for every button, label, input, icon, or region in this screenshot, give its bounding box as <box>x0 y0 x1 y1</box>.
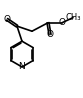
Text: O: O <box>3 15 11 24</box>
Text: O: O <box>46 30 54 39</box>
Text: O: O <box>59 18 65 27</box>
Text: N: N <box>19 62 25 71</box>
Text: CH₃: CH₃ <box>65 13 81 22</box>
